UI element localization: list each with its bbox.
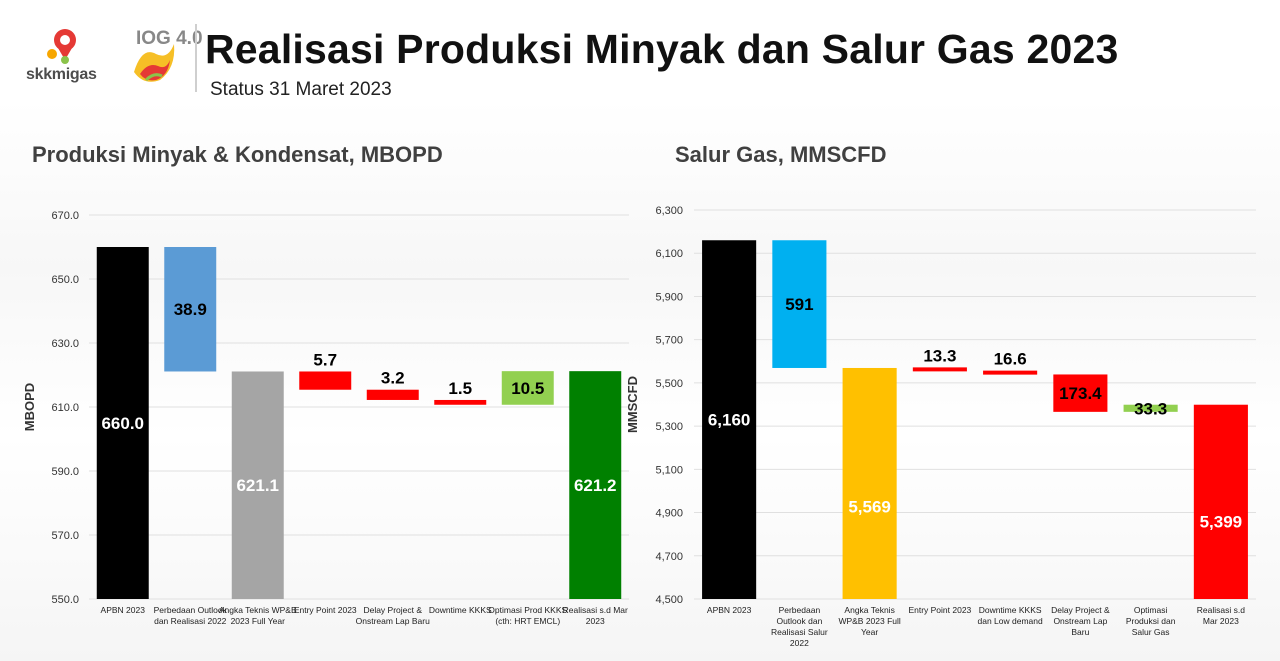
- y-tick-label: 4,900: [655, 508, 683, 520]
- page-title: Realisasi Produksi Minyak dan Salur Gas …: [205, 26, 1119, 72]
- y-axis-title: MMSCFD: [625, 376, 640, 433]
- bar-value-label: 660.0: [101, 414, 144, 433]
- category-label: Angka Teknis: [844, 605, 894, 615]
- category-label: Realisasi Salur: [771, 627, 828, 637]
- category-label: 2023 Full Year: [231, 616, 286, 626]
- oil-chart-title: Produksi Minyak & Kondensat, MBOPD: [32, 142, 443, 167]
- category-label: Produksi dan: [1126, 616, 1176, 626]
- category-label: dan Realisasi 2022: [154, 616, 227, 626]
- bar-value-label: 10.5: [511, 379, 544, 398]
- bar-value-label: 33.3: [1134, 399, 1167, 418]
- waterfall-bar: [1193, 404, 1248, 599]
- gas-chart-title: Salur Gas, MMSCFD: [675, 142, 887, 167]
- category-label: Downtime KKKS: [979, 605, 1042, 615]
- category-label: Delay Project &: [1051, 605, 1110, 615]
- waterfall-bar: [366, 389, 419, 400]
- y-tick-label: 550.0: [51, 594, 79, 606]
- waterfall-bar: [983, 370, 1038, 375]
- y-tick-label: 4,500: [655, 594, 683, 606]
- category-label: Salur Gas: [1132, 627, 1170, 637]
- category-label: Onstream Lap Baru: [356, 616, 430, 626]
- waterfall-bar: [1123, 404, 1178, 412]
- bar-value-label: 5,569: [848, 498, 891, 517]
- bar-value-label: 38.9: [174, 300, 207, 319]
- waterfall-bar: [231, 371, 284, 599]
- waterfall-bar: [434, 399, 487, 405]
- waterfall-bar: [842, 367, 897, 599]
- y-tick-label: 5,700: [655, 335, 683, 347]
- category-label: (cth: HRT EMCL): [495, 616, 560, 626]
- category-label: Realisasi s.d: [1197, 605, 1245, 615]
- category-label: Entry Point 2023: [294, 605, 357, 615]
- waterfall-bar: [96, 247, 149, 599]
- category-label: Realisasi s.d Mar: [563, 605, 628, 615]
- y-tick-label: 590.0: [51, 466, 79, 478]
- bar-value-label: 621.2: [574, 476, 617, 495]
- bar-value-label: 16.6: [994, 350, 1027, 369]
- y-tick-label: 650.0: [51, 274, 79, 286]
- bar-value-label: 6,160: [708, 411, 751, 430]
- category-label: Perbedaan: [779, 605, 821, 615]
- waterfall-bar: [772, 240, 827, 368]
- category-label: Delay Project &: [363, 605, 422, 615]
- category-label: Onstream Lap: [1053, 616, 1107, 626]
- y-tick-label: 630.0: [51, 338, 79, 350]
- category-label: Outlook dan: [776, 616, 822, 626]
- iog-logo-text: IOG 4.0: [136, 28, 203, 49]
- category-label: Year: [861, 627, 878, 637]
- category-label: 2022: [790, 638, 809, 648]
- skkmigas-logo: [47, 29, 76, 64]
- y-tick-label: 5,300: [655, 421, 683, 433]
- y-tick-label: 5,900: [655, 291, 683, 303]
- category-label: Baru: [1071, 627, 1089, 637]
- y-tick-label: 6,100: [655, 248, 683, 260]
- category-label: 2023: [586, 616, 605, 626]
- category-label: WP&B 2023 Full: [838, 616, 900, 626]
- y-tick-label: 570.0: [51, 530, 79, 542]
- header-divider: [195, 24, 197, 92]
- category-label: Optimasi Prod KKKS: [488, 605, 567, 615]
- bar-value-label: 13.3: [923, 346, 956, 365]
- category-label: Downtime KKKS: [429, 605, 492, 615]
- bar-value-label: 5,399: [1200, 512, 1243, 531]
- y-tick-label: 610.0: [51, 402, 79, 414]
- waterfall-bar: [1053, 374, 1108, 412]
- category-label: APBN 2023: [101, 605, 146, 615]
- y-axis-title: MBOPD: [22, 383, 37, 431]
- waterfall-bar: [299, 371, 352, 390]
- y-tick-label: 4,700: [655, 551, 683, 563]
- category-label: Optimasi: [1134, 605, 1168, 615]
- waterfall-bar: [164, 247, 217, 372]
- category-label: Mar 2023: [1203, 616, 1239, 626]
- category-label: Angka Teknis WP&B: [219, 605, 297, 615]
- waterfall-bar: [702, 240, 757, 599]
- category-label: Entry Point 2023: [908, 605, 971, 615]
- bar-value-label: 5.7: [313, 350, 337, 369]
- page-subtitle: Status 31 Maret 2023: [210, 79, 392, 100]
- waterfall-bar: [912, 367, 967, 372]
- bar-value-label: 591: [785, 295, 813, 314]
- bar-value-label: 1.5: [448, 379, 472, 398]
- waterfall-bar: [569, 371, 622, 599]
- y-tick-label: 5,100: [655, 464, 683, 476]
- bar-value-label: 173.4: [1059, 384, 1102, 403]
- category-label: Perbedaan Outlook: [154, 605, 228, 615]
- iog-logo: [134, 44, 175, 82]
- bar-value-label: 621.1: [236, 476, 279, 495]
- bar-value-label: 3.2: [381, 369, 405, 388]
- y-tick-label: 5,500: [655, 378, 683, 390]
- category-label: APBN 2023: [707, 605, 752, 615]
- waterfall-bar: [501, 371, 554, 405]
- skkmigas-logo-text: skkmigas: [26, 66, 97, 83]
- y-tick-label: 6,300: [655, 205, 683, 217]
- category-label: dan Low demand: [978, 616, 1043, 626]
- y-tick-label: 670.0: [51, 210, 79, 222]
